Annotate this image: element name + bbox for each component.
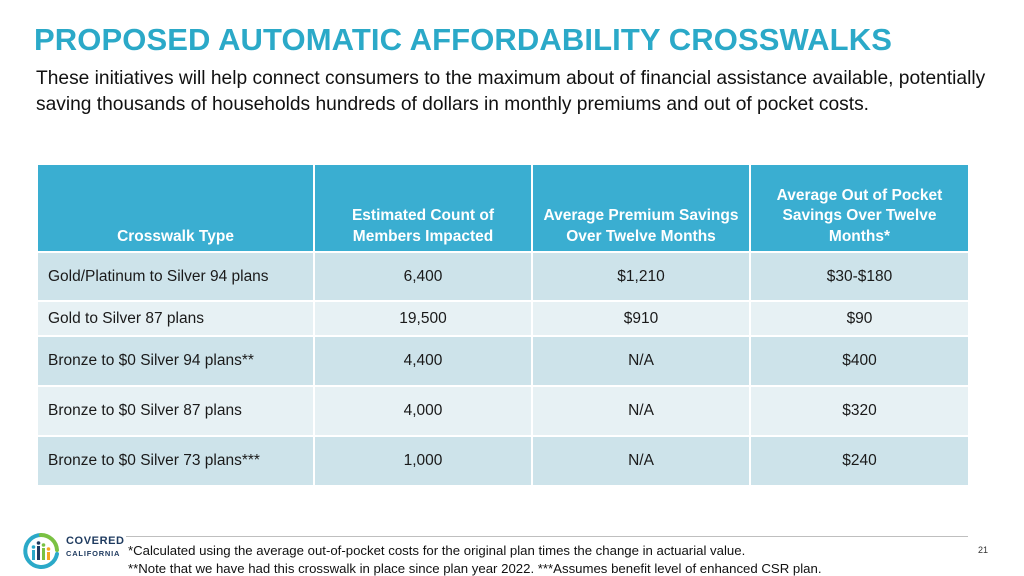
cell-premium-savings: N/A [532,385,751,436]
covered-california-logo: COVERED CALIFORNIA [20,530,125,570]
table-row: Bronze to $0 Silver 87 plans 4,000 N/A $… [38,385,968,436]
header-oop-savings: Average Out of Pocket Savings Over Twelv… [750,165,968,252]
cell-premium-savings: $1,210 [532,251,751,301]
cell-oop-savings: $90 [750,300,968,336]
cell-member-count: 4,400 [314,335,533,386]
page-number: 21 [978,545,989,555]
table-row: Gold to Silver 87 plans 19,500 $910 $90 [38,300,968,336]
cell-crosswalk-type: Bronze to $0 Silver 73 plans*** [38,435,315,485]
header-member-count: Estimated Count of Members Impacted [314,165,533,252]
header-crosswalk-type: Crosswalk Type [38,165,315,252]
cell-oop-savings: $320 [750,385,968,436]
footer-divider [126,536,968,537]
crosswalk-table: Crosswalk Type Estimated Count of Member… [38,165,968,485]
page-title: PROPOSED AUTOMATIC AFFORDABILITY CROSSWA… [34,22,892,57]
footnote-oop-calculation: *Calculated using the average out-of-poc… [128,543,746,558]
cell-member-count: 6,400 [314,251,533,301]
page-subtitle: These initiatives will help connect cons… [36,68,986,115]
cell-crosswalk-type: Bronze to $0 Silver 94 plans** [38,335,315,386]
cell-premium-savings: $910 [532,300,751,336]
cell-premium-savings: N/A [532,335,751,386]
cell-member-count: 4,000 [314,385,533,436]
cell-member-count: 1,000 [314,435,533,485]
covered-california-logo-icon [23,532,59,569]
header-premium-savings: Average Premium Savings Over Twelve Mont… [532,165,751,252]
table-row: Bronze to $0 Silver 94 plans** 4,400 N/A… [38,335,968,386]
table-row: Gold/Platinum to Silver 94 plans 6,400 $… [38,251,968,301]
cell-crosswalk-type: Bronze to $0 Silver 87 plans [38,385,315,436]
cell-member-count: 19,500 [314,300,533,336]
cell-premium-savings: N/A [532,435,751,485]
table-row: Bronze to $0 Silver 73 plans*** 1,000 N/… [38,435,968,485]
cell-oop-savings: $400 [750,335,968,386]
footnote-crosswalk-notes: **Note that we have had this crosswalk i… [128,561,822,576]
cell-crosswalk-type: Gold to Silver 87 plans [38,300,315,336]
table-header-row: Crosswalk Type Estimated Count of Member… [38,165,968,252]
logo-wordmark-covered: COVERED [66,535,125,547]
logo-wordmark-california: CALIFORNIA [66,549,121,558]
cell-oop-savings: $240 [750,435,968,485]
cell-crosswalk-type: Gold/Platinum to Silver 94 plans [38,251,315,301]
cell-oop-savings: $30-$180 [750,251,968,301]
